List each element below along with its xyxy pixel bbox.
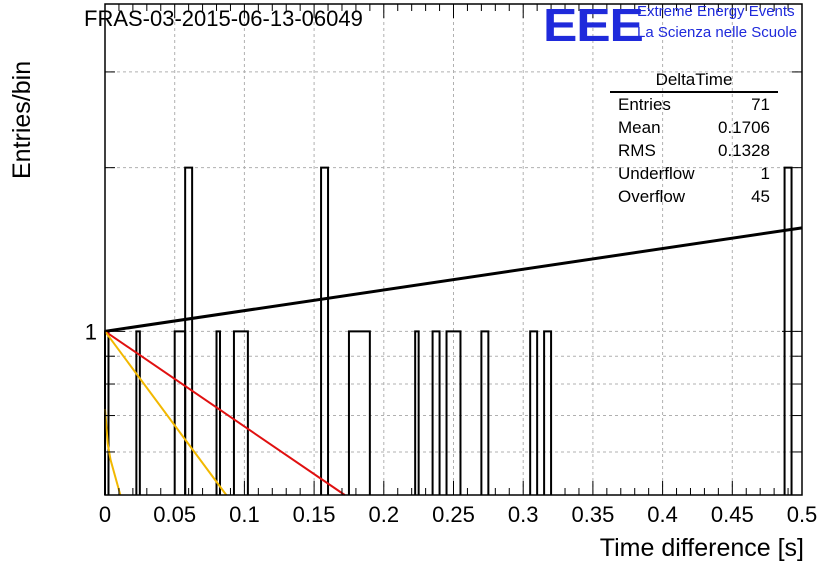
stats-label: Overflow (618, 187, 686, 206)
logo-line-2: La Scienza nelle Scuole (637, 24, 798, 41)
histogram-bin (320, 166, 330, 495)
x-tick-label: 0.3 (508, 502, 539, 527)
stats-label: Mean (618, 118, 661, 137)
stats-label: Entries (618, 95, 671, 114)
stats-row: Mean 0.1706 (610, 116, 778, 139)
stats-label: RMS (618, 141, 656, 160)
x-tick-label: 0.35 (571, 502, 614, 527)
x-tick-label: 0 (99, 502, 111, 527)
stats-value: 0.1328 (718, 141, 770, 160)
x-tick-label: 0.45 (711, 502, 754, 527)
y-tick-label: 1 (85, 319, 97, 344)
fit-curve-yellow (104, 330, 228, 496)
histogram-bin (480, 330, 490, 495)
tick-labels: 0 0.05 0.1 0.15 0.2 0.25 0.3 0.35 0.4 0.45 0.5 1 (85, 319, 818, 527)
x-tick-label: 0.2 (369, 502, 400, 527)
eee-logo: EEE (543, 0, 644, 51)
histogram-bin (184, 166, 194, 495)
histogram-bin (543, 330, 553, 495)
x-tick-label: 0.1 (229, 502, 260, 527)
histogram-bin (431, 330, 441, 495)
x-tick-label: 0.05 (153, 502, 196, 527)
stats-value: 1 (760, 164, 770, 183)
stats-row: Overflow 45 (610, 185, 778, 208)
x-tick-label: 0.4 (647, 502, 678, 527)
fit-curve-black (104, 226, 803, 333)
stats-row: RMS 0.1328 (610, 139, 778, 162)
histogram-bin (445, 330, 462, 495)
stats-row: Entries 71 (610, 93, 778, 116)
histogram-bin (215, 330, 222, 495)
logo-line-1: Extreme Energy Events (637, 3, 795, 20)
stats-box: DeltaTime Entries 71 Mean 0.1706 RMS 0.1… (610, 70, 778, 208)
stats-value: 45 (751, 187, 770, 206)
histogram-bin (135, 330, 141, 495)
histogram-bin (414, 330, 420, 495)
histogram-bin (232, 330, 249, 495)
x-tick-label: 0.15 (293, 502, 336, 527)
chart-title: FRAS-03-2015-06-13-06049 (84, 6, 363, 31)
stats-label: Underflow (618, 164, 695, 183)
stats-title: DeltaTime (610, 70, 778, 93)
stats-value: 71 (751, 95, 770, 114)
histogram-bin (347, 330, 371, 495)
y-axis-label: Entries/bin (8, 60, 36, 179)
x-tick-label: 0.25 (432, 502, 475, 527)
stats-value: 0.1706 (718, 118, 770, 137)
fit-curve-red (104, 330, 346, 496)
histogram-bin (529, 330, 539, 495)
x-tick-label: 0.5 (787, 502, 818, 527)
axes (104, 3, 803, 496)
x-axis-label: Time difference [s] (599, 534, 804, 562)
stats-row: Underflow 1 (610, 162, 778, 185)
